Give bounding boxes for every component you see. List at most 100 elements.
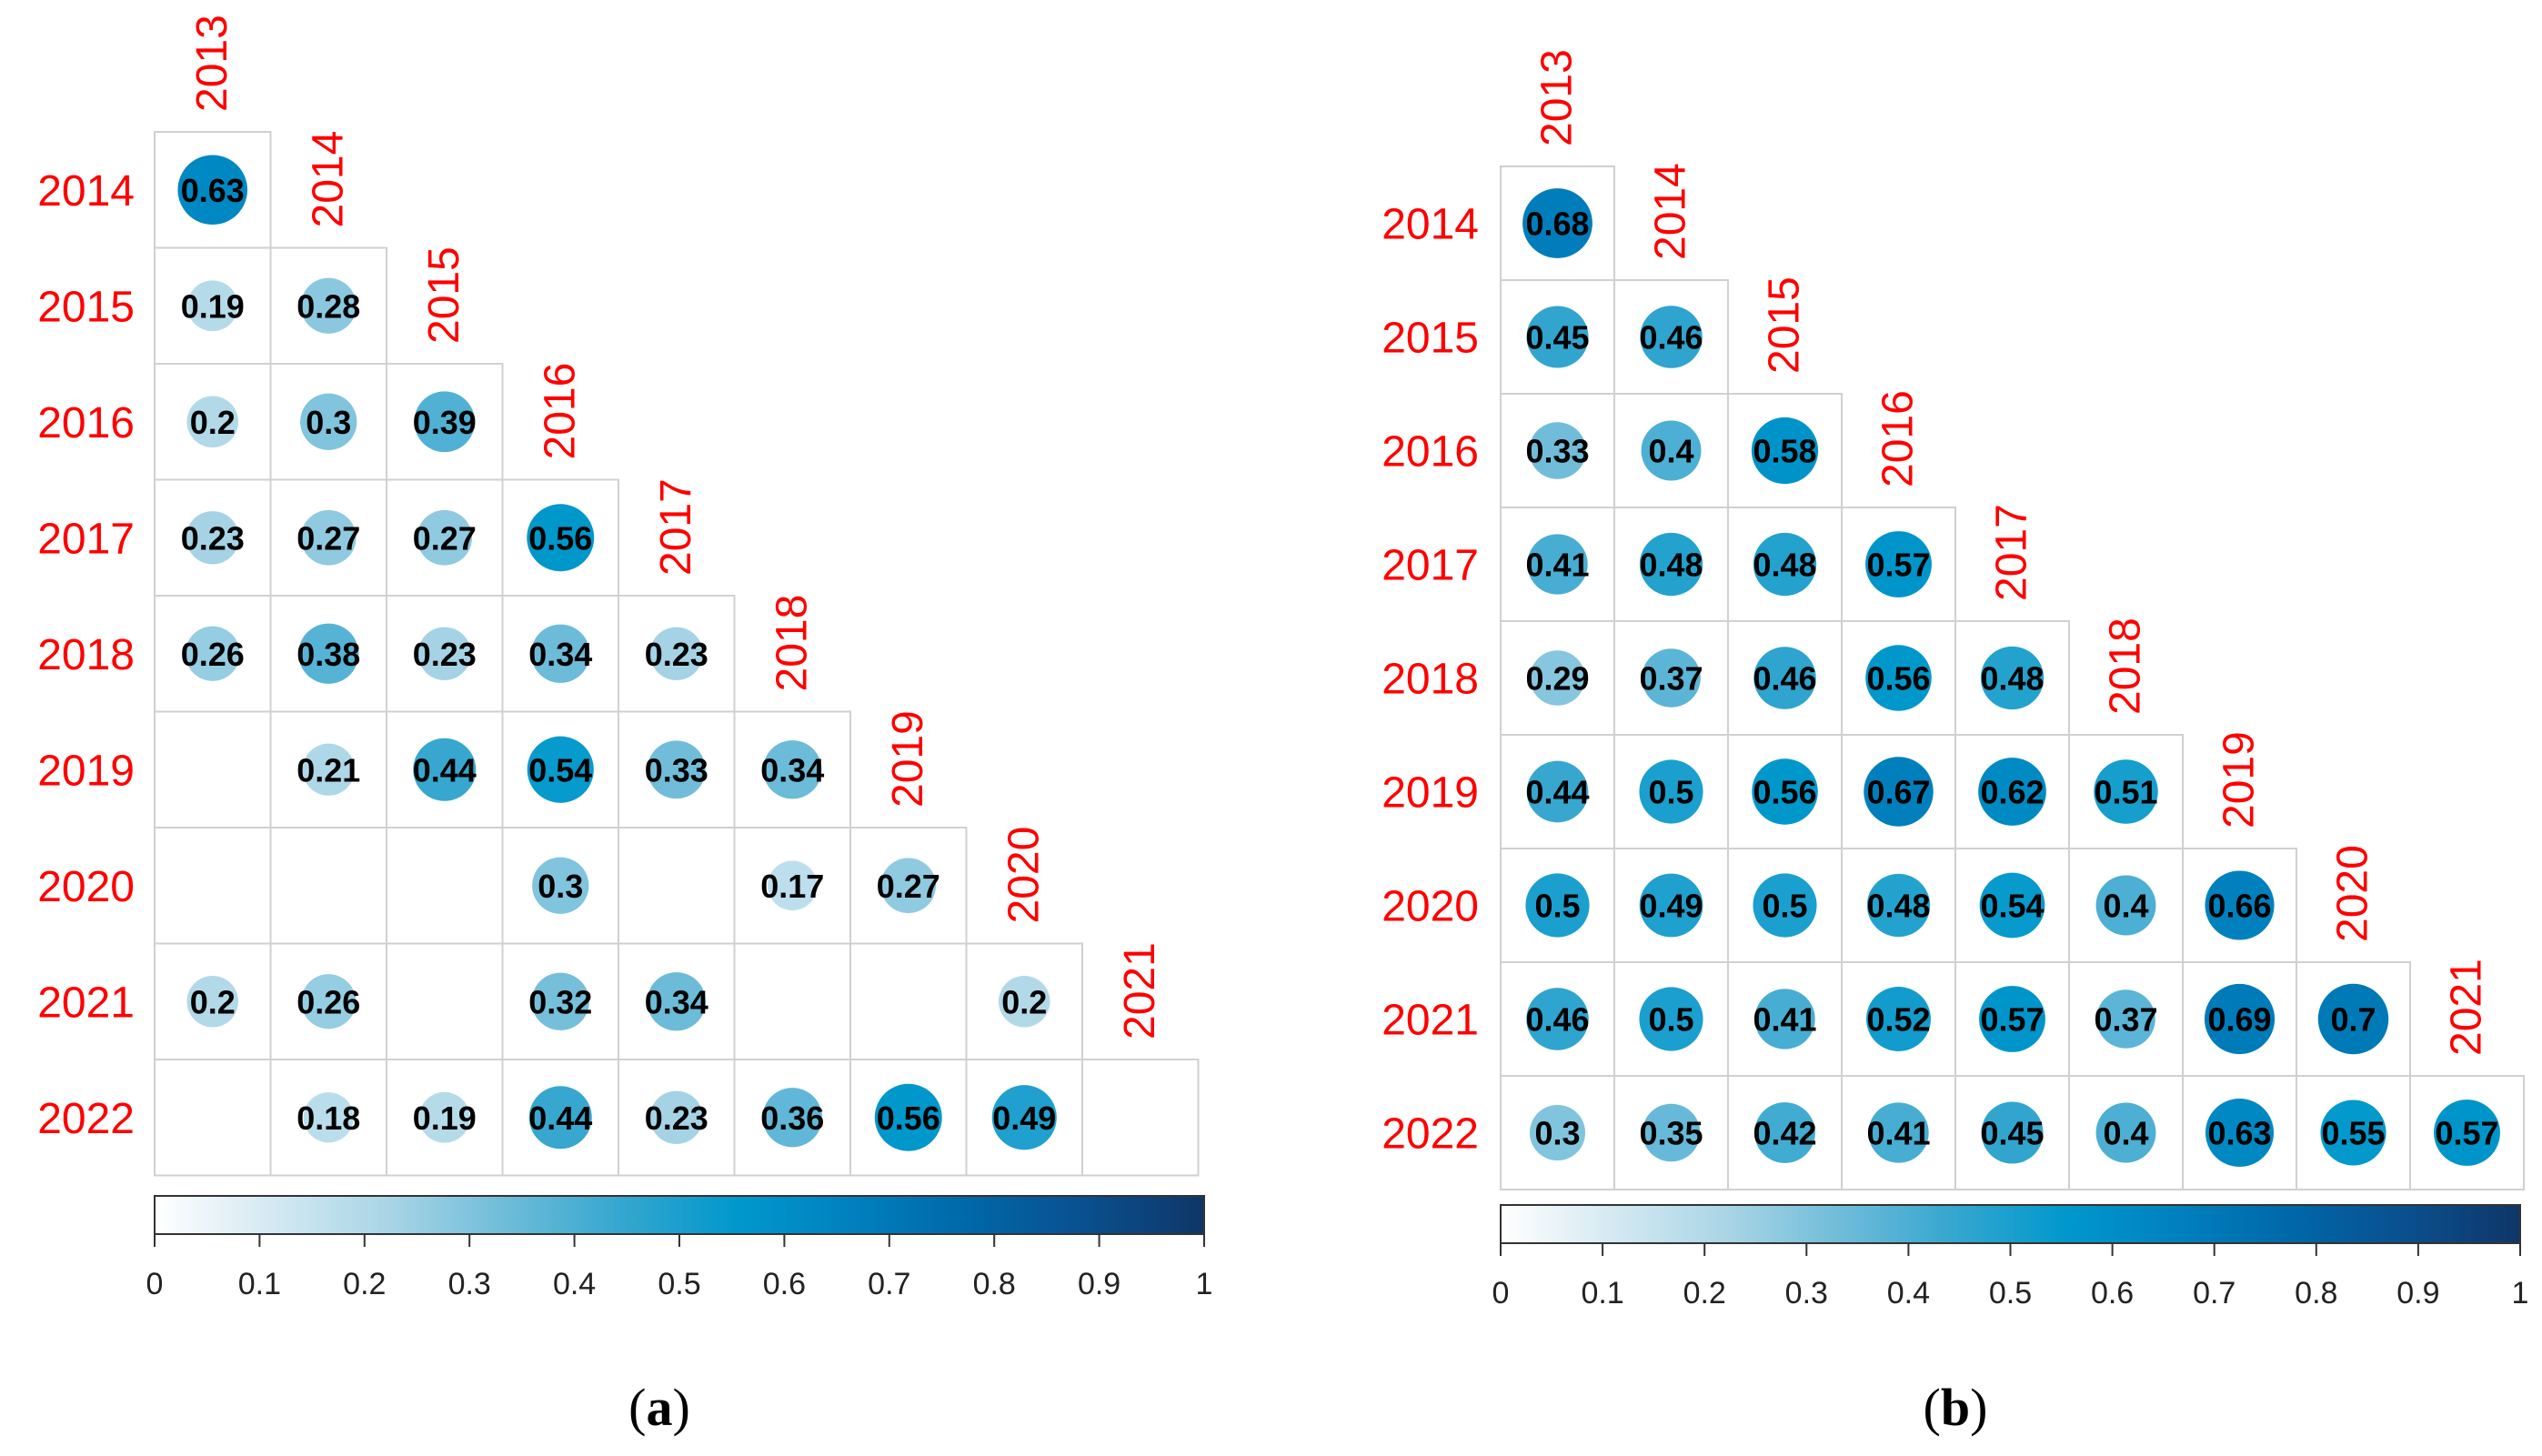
cell-value-label: 0.17 [760,868,824,905]
row-label: 2015 [1382,315,1479,363]
panel-b-chart: 0.680.45 0.460.33 0.4 0.580.41 0.48 0.48 0.570… [1382,49,2528,1437]
cell-value-label: 0.27 [413,519,477,557]
cell-value-label: 0.48 [1639,547,1703,584]
correlation-circle [2095,1102,2156,1163]
cell-value-label: 0.34 [528,636,592,673]
cell-value-label: 0.38 [296,636,360,673]
colorbar-tick-label: 0.6 [763,1267,806,1301]
row-label: 2017 [37,515,135,563]
correlation-circle [1979,872,2045,939]
column-label: 2014 [1647,163,1695,260]
correlation-circle [1865,645,1932,711]
column-label: 2015 [1761,276,1809,374]
correlation-circle [647,740,706,799]
cell-value-label: 0.5 [1648,1001,1693,1039]
correlation-circle [1753,873,1817,938]
colorbar-tick-label: 1 [1196,1267,1213,1301]
cell-value-label: 0.19 [413,1100,477,1137]
correlation-circle [1529,422,1586,479]
cell-value-label: 0.67 [1866,774,1930,811]
column-label: 2018 [2102,618,2150,715]
cell-value-label: 0.49 [1639,888,1703,925]
correlation-circle [1751,417,1819,485]
row-label: 2020 [37,863,135,911]
correlation-circle [1980,646,2045,710]
row-label: 2015 [37,283,135,331]
correlation-circle [527,504,595,572]
row-label: 2016 [37,399,135,447]
correlation-circle [763,740,822,799]
cell-value-label: 0.48 [1866,888,1930,925]
cell-value-label: 0.26 [296,983,360,1020]
cell-value-label: 0.58 [1753,433,1816,470]
cell-value-label: 0.4 [1648,433,1693,470]
cell-value-label: 0.27 [877,868,940,905]
colorbar-tick-label: 0.8 [2295,1276,2337,1310]
cell-value-label: 0.37 [1639,660,1703,698]
grid-cell [154,827,272,945]
grid-cell [2409,1075,2525,1190]
cell-value-label: 0.42 [1753,1115,1816,1152]
correlation-circle [1530,650,1585,706]
correlation-circle [1527,534,1588,595]
grid-cell [733,942,851,1060]
cell-value-label: 0.3 [306,404,351,441]
colorbar-tick-label: 0.2 [343,1267,386,1301]
cell-value-label: 0.49 [992,1100,1056,1137]
cell-value-label: 0.44 [528,1100,592,1137]
cell-value-label: 0.54 [1980,888,2044,925]
cell-value-label: 0.35 [1639,1115,1703,1152]
colorbar-tick-label: 0.2 [1683,1276,1726,1310]
cell-value-label: 0.2 [190,404,236,441]
column-label: 2021 [2443,959,2491,1056]
correlation-circle [2317,983,2389,1055]
correlation-circle [531,624,590,683]
column-label: 2013 [188,15,236,112]
correlation-circle [1526,760,1589,823]
column-label: 2021 [1116,942,1164,1039]
correlation-circle [186,280,238,332]
cell-value-label: 0.5 [1762,888,1807,925]
correlation-circle [768,860,818,910]
column-label: 2013 [1533,49,1582,146]
cell-value-label: 0.41 [1866,1115,1930,1152]
colorbar-tick-label: 0.7 [868,1267,910,1301]
correlation-circle [2204,983,2276,1055]
correlation-circle [1866,987,1931,1051]
row-label: 2021 [1382,997,1479,1045]
grid-cell [1727,734,1843,849]
cell-value-label: 0.46 [1753,660,1816,698]
colorbar-tick-label: 0.5 [658,1267,700,1301]
correlation-circle [185,626,240,681]
cell-value-label: 0.45 [1980,1115,2044,1152]
cell-value-label: 0.2 [1001,983,1047,1020]
cell-value-label: 0.39 [413,404,477,441]
correlation-circle [531,972,589,1030]
cell-value-label: 0.55 [2321,1115,2385,1152]
correlation-circle [1641,420,1702,481]
row-label: 2014 [37,167,135,216]
colorbar-tick-label: 0.9 [1078,1267,1120,1301]
correlation-circle [414,391,476,453]
cell-value-label: 0.44 [1525,774,1589,811]
correlation-circle [649,1090,703,1144]
correlation-circle [1979,986,2045,1052]
grid-cell [849,942,968,1060]
cell-value-label: 0.57 [2435,1115,2498,1152]
cell-value-label: 0.68 [1525,206,1589,243]
cell-value-label: 0.37 [2094,1001,2157,1039]
correlation-circle [532,857,589,914]
correlation-circle [1978,758,2046,826]
correlation-circle [1865,531,1932,597]
row-label: 2018 [1382,656,1479,704]
correlation-circle [1866,873,1931,938]
correlation-circle [1752,758,1818,825]
colorbar-tick-label: 0.4 [1887,1276,1930,1310]
row-label: 2016 [1382,428,1479,477]
colorbar-tick-label: 0.5 [1989,1276,2032,1310]
row-label: 2022 [37,1095,135,1143]
correlation-circle [1642,1103,1701,1162]
correlation-circle [177,155,248,226]
cell-value-label: 0.4 [2103,888,2148,925]
